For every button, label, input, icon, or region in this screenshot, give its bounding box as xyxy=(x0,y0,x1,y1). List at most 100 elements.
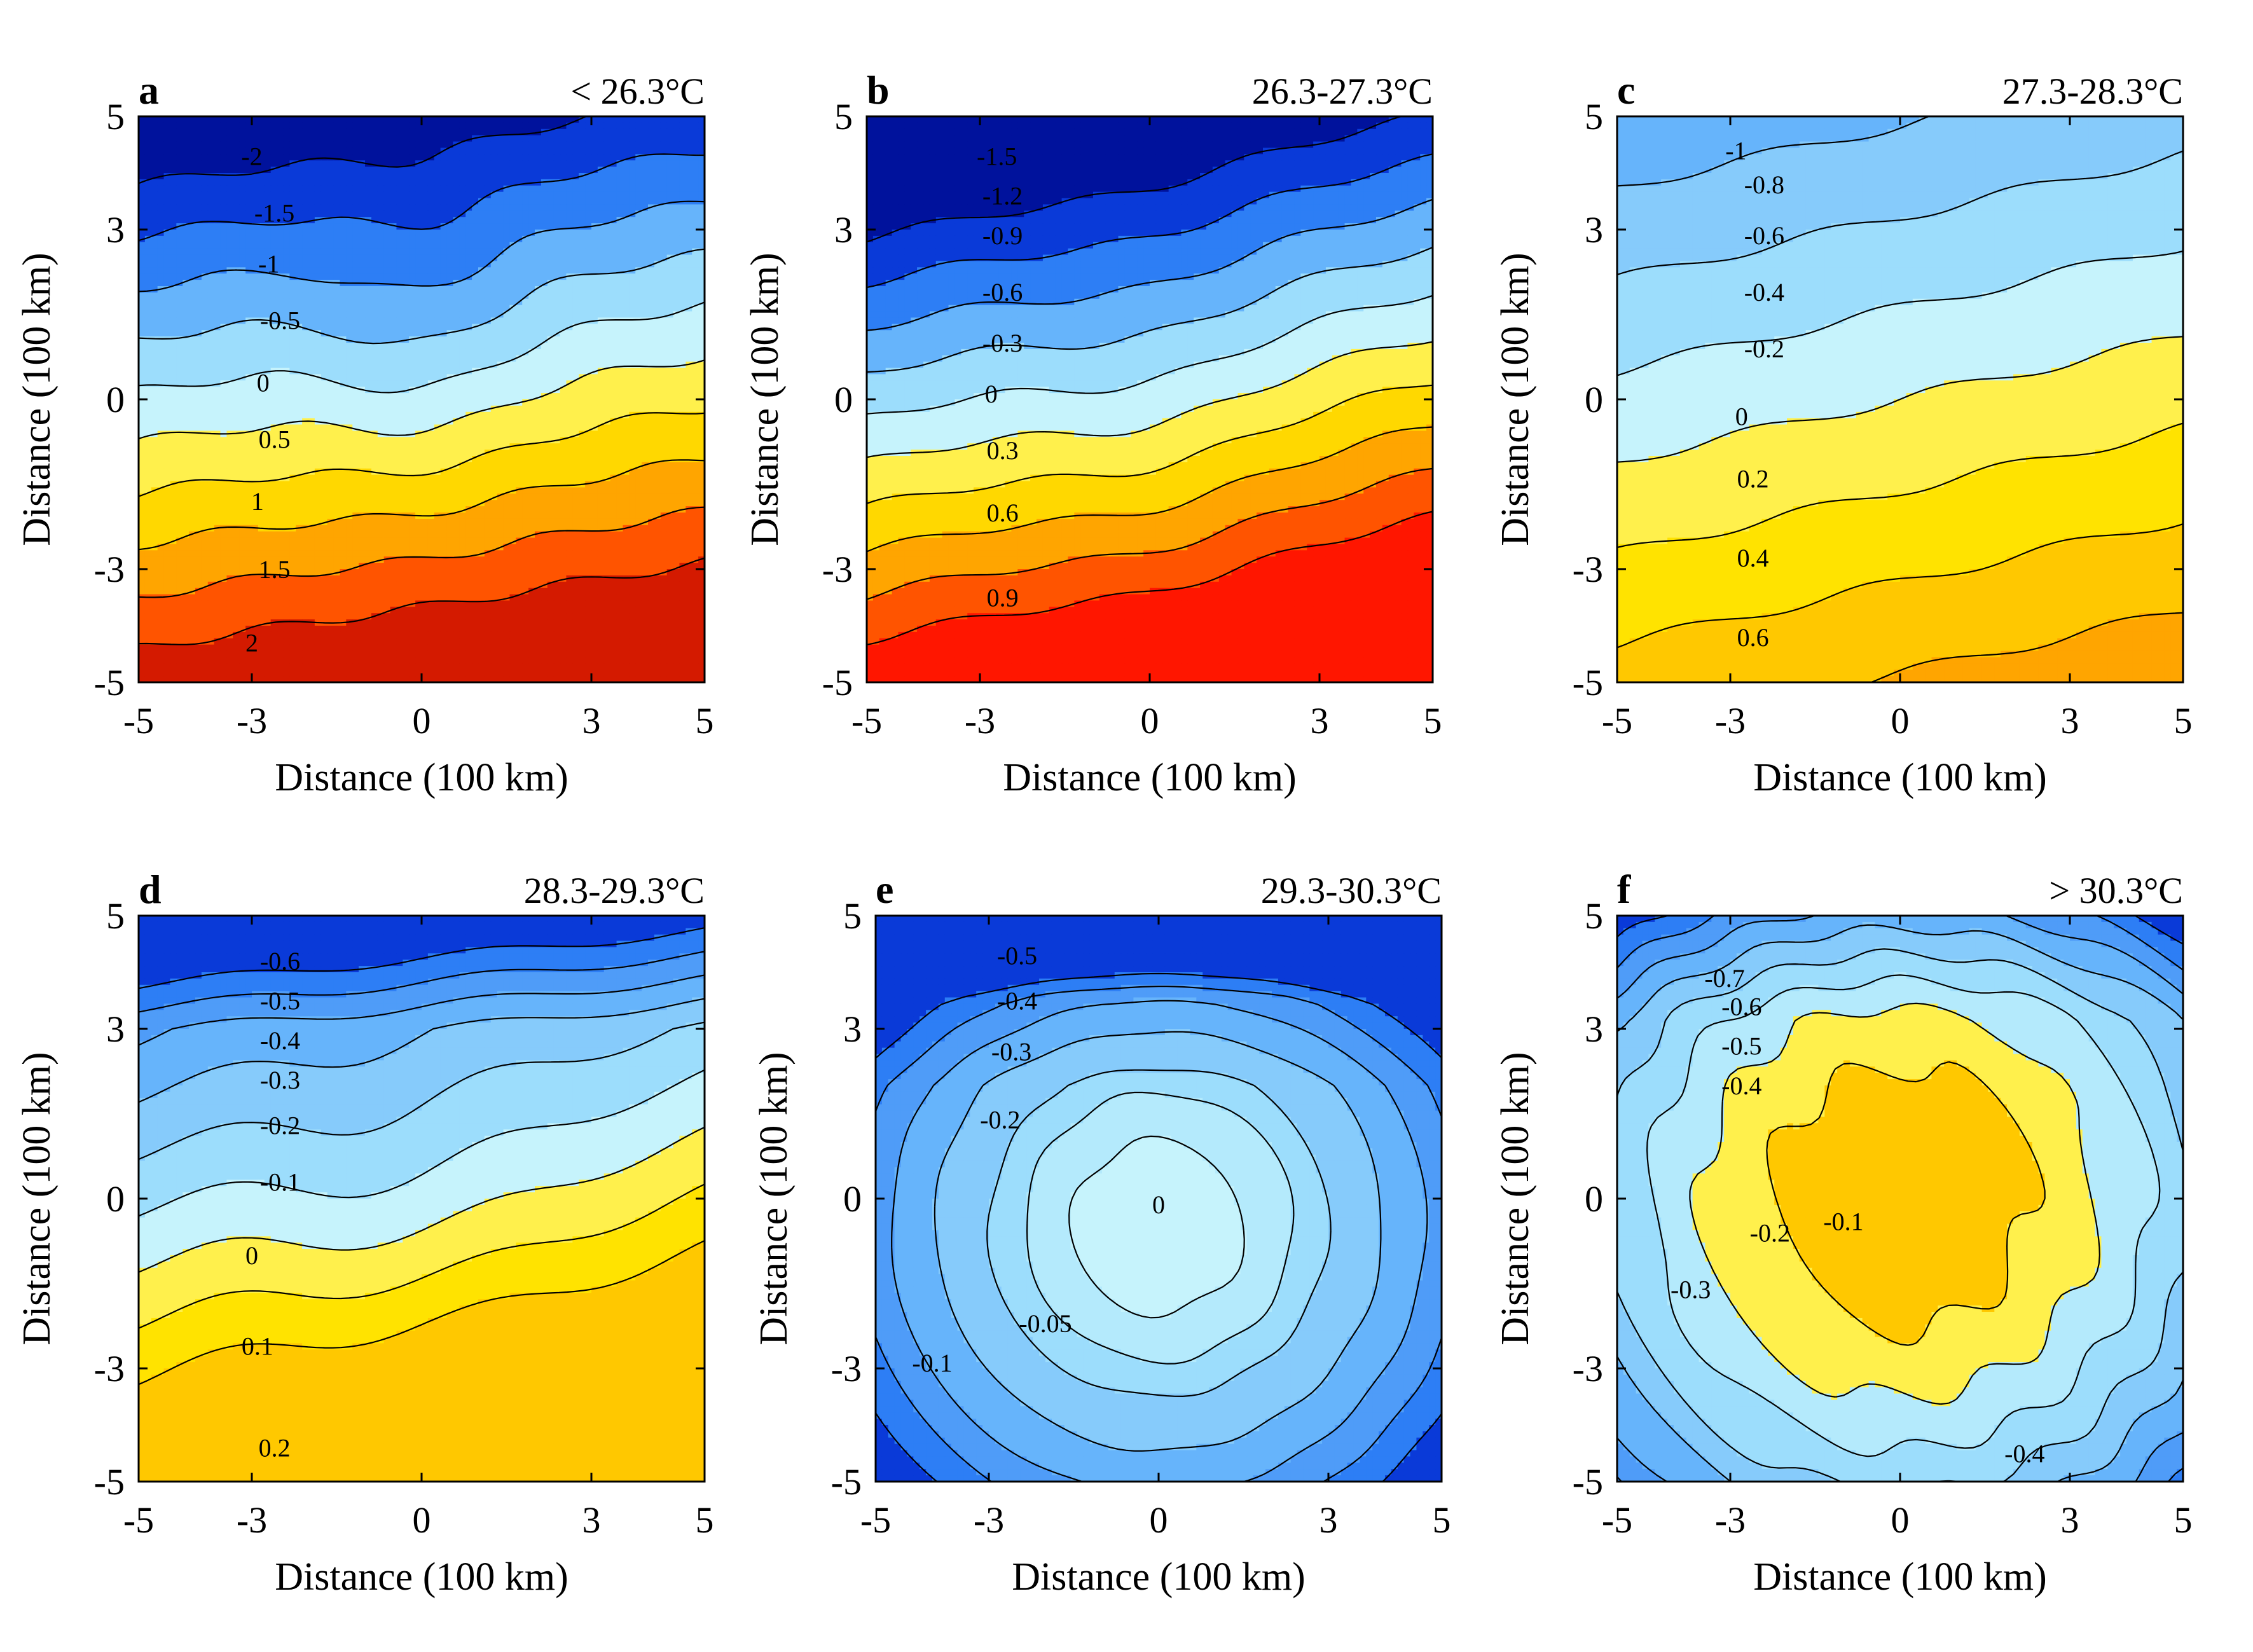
x-axis-label: Distance (100 km) xyxy=(275,1555,568,1599)
x-tick-label: 5 xyxy=(696,1499,714,1541)
x-tick-label: -3 xyxy=(1715,700,1746,741)
x-tick-label: 3 xyxy=(2061,1499,2079,1541)
x-tick-label: -5 xyxy=(851,700,882,741)
contour-label: -0.5 xyxy=(260,306,300,334)
panel-b: -1.5-1.2-0.9-0.6-0.300.30.60.9-5 -3 0 3 5530… xyxy=(743,67,1442,799)
contour-label: -0.1 xyxy=(260,1167,300,1196)
x-tick-label: 5 xyxy=(1424,700,1442,741)
x-tick-label: -5 xyxy=(1602,1499,1632,1541)
y-tick-label: -3 xyxy=(822,549,853,590)
panel-label: f xyxy=(1617,867,1631,912)
x-tick-label: 3 xyxy=(1319,1499,1338,1541)
x-axis-label: Distance (100 km) xyxy=(1012,1555,1305,1599)
contour-label: -0.4 xyxy=(1744,278,1784,306)
x-tick-label: -3 xyxy=(237,700,267,741)
contour-label: 0.5 xyxy=(259,425,291,453)
x-tick-label: -3 xyxy=(974,1499,1004,1541)
y-tick-label: 0 xyxy=(106,379,125,420)
x-axis-label: Distance (100 km) xyxy=(1753,1555,2046,1599)
x-axis-label: Distance (100 km) xyxy=(275,756,568,799)
contour-label: 2 xyxy=(245,629,258,657)
contour-label: 0 xyxy=(1152,1190,1165,1219)
contour-label: -0.9 xyxy=(982,221,1023,250)
x-tick-label: 3 xyxy=(582,700,601,741)
x-tick-label: 5 xyxy=(696,700,714,741)
y-tick-label: 5 xyxy=(1585,895,1603,937)
x-tick-label: -3 xyxy=(1715,1499,1746,1541)
x-tick-label: 0 xyxy=(413,1499,431,1541)
panel-d: -0.6-0.5-0.4-0.3-0.2-0.100.10.2-5 -3 0 3 553… xyxy=(15,867,714,1599)
contour-label: 1 xyxy=(251,487,264,516)
contour-label: -1.5 xyxy=(254,198,294,227)
y-axis-label: Distance (100 km) xyxy=(15,252,59,546)
y-tick-label: 0 xyxy=(106,1178,125,1220)
x-tick-label: 5 xyxy=(1433,1499,1451,1541)
contour-label: -0.3 xyxy=(991,1038,1031,1066)
x-tick-label: 3 xyxy=(582,1499,601,1541)
contour-label: 0 xyxy=(245,1241,258,1270)
y-tick-label: 0 xyxy=(1585,1178,1603,1220)
y-tick-label: 0 xyxy=(843,1178,862,1220)
y-tick-label: 3 xyxy=(1585,1008,1603,1050)
y-tick-label: 5 xyxy=(1585,96,1603,137)
panel-title: 27.3-28.3°C xyxy=(2002,71,2183,112)
x-axis-label: Distance (100 km) xyxy=(1753,756,2046,799)
contour-figure: -2-1.5-1-0.500.511.52-5 -3 0 3 5530-3-5Dista… xyxy=(0,0,2253,1652)
x-axis-label: Distance (100 km) xyxy=(1003,756,1296,799)
x-tick-label: -5 xyxy=(123,1499,154,1541)
panel-title: 29.3-30.3°C xyxy=(1261,870,1442,911)
panel-label: b xyxy=(867,67,890,113)
x-tick-label: -5 xyxy=(1602,700,1632,741)
x-tick-label: 5 xyxy=(2174,700,2193,741)
contour-label: -0.8 xyxy=(1744,170,1784,199)
y-tick-label: -5 xyxy=(1573,662,1603,703)
x-tick-label: 0 xyxy=(1891,1499,1910,1541)
y-axis-label: Distance (100 km) xyxy=(15,1052,59,1345)
contour-label: -0.6 xyxy=(982,278,1023,306)
contour-label: 0.6 xyxy=(1737,623,1769,652)
contour-label: -0.2 xyxy=(260,1111,300,1139)
contour-label: -0.4 xyxy=(260,1026,300,1055)
x-tick-label: -3 xyxy=(965,700,995,741)
panel-title: > 30.3°C xyxy=(2049,870,2183,911)
contour-label: -0.6 xyxy=(1744,221,1784,250)
x-tick-label: 3 xyxy=(1311,700,1329,741)
contour-label: -2 xyxy=(241,142,262,170)
y-tick-label: 5 xyxy=(106,895,125,937)
contour-label: 0 xyxy=(1735,403,1748,431)
y-tick-label: 3 xyxy=(834,209,853,251)
y-tick-label: 5 xyxy=(834,96,853,137)
x-tick-label: -5 xyxy=(860,1499,891,1541)
panel-label: a xyxy=(139,67,159,113)
x-tick-label: 0 xyxy=(1141,700,1159,741)
panel-c: -1-0.8-0.6-0.4-0.200.20.40.6-5 -3 0 3 5530-3… xyxy=(1494,67,2193,799)
contour-label: -0.1 xyxy=(912,1349,952,1377)
y-tick-label: 3 xyxy=(106,1008,125,1050)
y-tick-label: -3 xyxy=(94,1348,125,1389)
y-tick-label: 5 xyxy=(843,895,862,937)
y-tick-label: -5 xyxy=(831,1461,862,1503)
contour-label: 0.2 xyxy=(259,1434,291,1463)
y-tick-label: 0 xyxy=(834,379,853,420)
contour-label: -0.2 xyxy=(1750,1218,1790,1247)
contour-label: -0.3 xyxy=(260,1066,300,1094)
contour-label: 0 xyxy=(985,380,998,408)
contour-label: 0.9 xyxy=(987,584,1019,612)
y-axis-label: Distance (100 km) xyxy=(752,1052,796,1345)
contour-label: -0.1 xyxy=(1823,1208,1863,1236)
contour-label: -0.5 xyxy=(260,987,300,1015)
contour-label: -0.5 xyxy=(997,941,1037,970)
contour-label: 0.2 xyxy=(1737,465,1769,493)
contour-label: 0 xyxy=(257,368,270,397)
contour-label: -0.4 xyxy=(1721,1071,1761,1100)
y-tick-label: -5 xyxy=(94,1461,125,1503)
contour-label: 0.6 xyxy=(987,499,1019,527)
contour-label: -0.3 xyxy=(982,329,1023,357)
panel-title: < 26.3°C xyxy=(570,71,705,112)
x-tick-label: -3 xyxy=(237,1499,267,1541)
y-axis-label: Distance (100 km) xyxy=(1494,1052,1537,1345)
y-tick-label: -3 xyxy=(1573,549,1603,590)
panel-title: 28.3-29.3°C xyxy=(524,870,705,911)
x-tick-label: -5 xyxy=(123,700,154,741)
y-axis-label: Distance (100 km) xyxy=(1494,252,1537,546)
